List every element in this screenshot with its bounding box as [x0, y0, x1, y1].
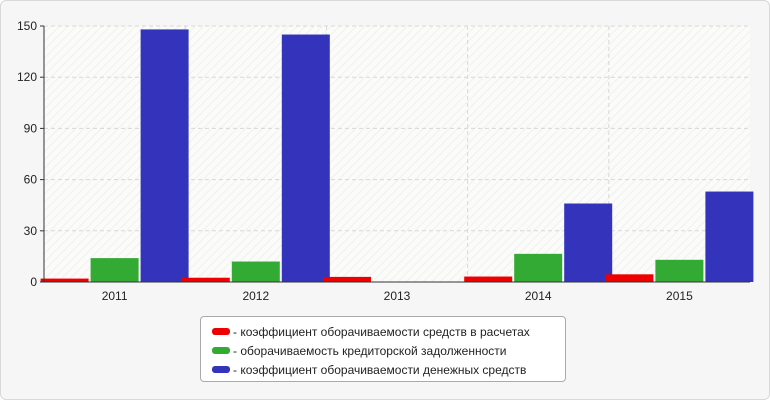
y-tick-label: 150: [17, 19, 37, 33]
bar: [281, 34, 330, 283]
legend-label: - коэффициент оборачиваемости средств в …: [233, 324, 530, 339]
bar: [40, 278, 89, 282]
bar: [90, 258, 139, 282]
legend-item: - коэффициент оборачиваемости средств в …: [212, 322, 565, 341]
x-tick-label: 2012: [242, 289, 269, 303]
bar: [605, 274, 654, 282]
bar: [181, 277, 230, 282]
bars: [40, 29, 754, 283]
bar: [564, 203, 613, 282]
bar: [655, 259, 704, 282]
legend-swatch-blue: [212, 366, 230, 373]
bar: [514, 253, 563, 282]
y-tick-label: 60: [24, 173, 38, 187]
x-tick-label: 2014: [525, 289, 552, 303]
x-tick-label: 2011: [102, 289, 128, 303]
bar: [464, 276, 513, 282]
legend-label: - коэффициент оборачиваемости денежных с…: [233, 362, 527, 377]
legend-swatch-red: [212, 328, 230, 335]
legend-item: - оборачиваемость кредиторской задолженн…: [212, 341, 565, 360]
bar: [323, 276, 371, 282]
legend-item: - коэффициент оборачиваемости денежных с…: [212, 360, 565, 379]
bar: [231, 261, 280, 282]
ticks: 0 30 60 90 120 150 2011 2012 2013 2014 2015: [17, 19, 693, 303]
legend-swatch-green: [212, 347, 230, 354]
x-tick-label: 2013: [384, 289, 411, 303]
y-tick-label: 0: [30, 275, 37, 289]
y-tick-label: 30: [24, 224, 38, 238]
y-tick-label: 120: [17, 70, 37, 84]
bar: [140, 29, 189, 283]
y-tick-label: 90: [24, 121, 38, 135]
legend-label: - оборачиваемость кредиторской задолженн…: [233, 343, 507, 358]
legend: - коэффициент оборачиваемости средств в …: [200, 316, 566, 382]
x-tick-label: 2015: [666, 289, 693, 303]
bar: [705, 191, 754, 282]
